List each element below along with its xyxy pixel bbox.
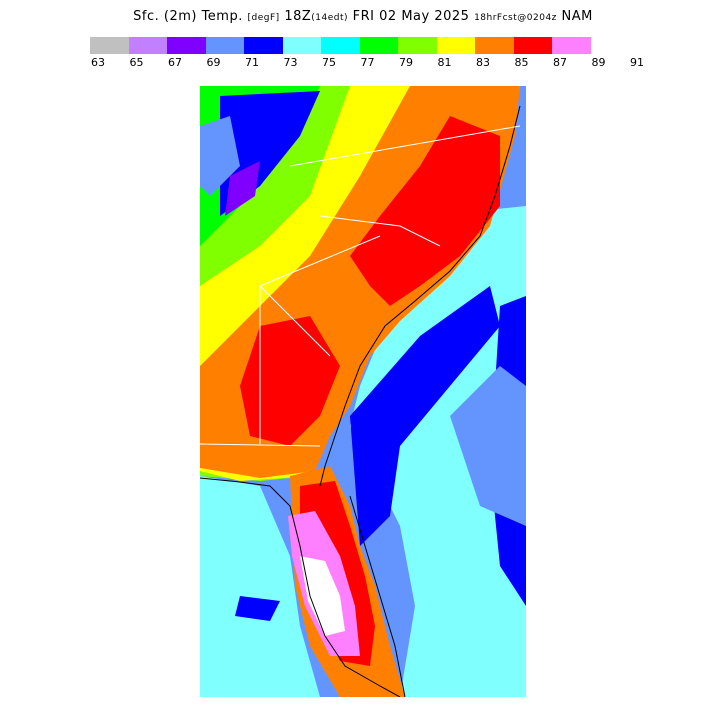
legend-swatch (244, 37, 283, 54)
ocean-cool-gulfstream (350, 286, 500, 546)
map-canvas (200, 86, 526, 697)
legend-swatch (282, 37, 321, 54)
legend-tick-label: 77 (360, 56, 375, 69)
color-legend (90, 37, 591, 54)
gulf-cool-patch (235, 596, 280, 621)
land-cold-west (200, 116, 240, 196)
land-coldest-patch (225, 161, 260, 216)
coastlines (200, 105, 521, 697)
legend-tick-label: 75 (322, 56, 336, 69)
legend-tick-label: 71 (245, 56, 259, 69)
legend-tick-label: 67 (168, 56, 182, 69)
legend-swatch (359, 37, 398, 54)
legend-swatch (321, 37, 360, 54)
land-hot-carolinas (350, 116, 500, 306)
title-model: NAM (561, 9, 593, 24)
florida-max (300, 556, 345, 636)
legend-swatch (128, 37, 167, 54)
legend-swatch (475, 37, 514, 54)
title-local: (14edt) (311, 13, 349, 23)
title-fcst: 18hrFcst@0204z (474, 13, 557, 23)
state-borders (200, 125, 521, 447)
legend-tick-label: 91 (630, 56, 644, 69)
temperature-map (200, 86, 526, 697)
legend-tick-label: 83 (476, 56, 490, 69)
legend-tick-label: 65 (129, 56, 144, 69)
ocean-mid-patch (450, 366, 526, 526)
title-main: Sfc. (2m) Temp. (133, 9, 243, 24)
title-units: [degF] (247, 13, 280, 23)
legend-tick-label: 89 (591, 56, 606, 69)
legend-swatch (513, 37, 552, 54)
legend-swatch (205, 37, 244, 54)
legend-tick-label: 69 (206, 56, 221, 69)
legend-tick-label: 73 (283, 56, 298, 69)
legend-swatch (167, 37, 206, 54)
title-valid: 18Z (284, 9, 312, 24)
color-legend-ticks: 63 65 67 69 71 73 75 77 79 81 83 85 87 89 91 (0, 56, 726, 70)
legend-tick-label: 63 (91, 56, 105, 69)
gulf-water (200, 476, 320, 697)
legend-tick-label: 87 (553, 56, 567, 69)
title-date: FRI 02 May 2025 (352, 9, 470, 24)
land-hot-georgia (240, 316, 340, 446)
legend-swatch (436, 37, 475, 54)
legend-tick-label: 85 (514, 56, 529, 69)
legend-tick-label: 79 (399, 56, 413, 69)
legend-swatch (90, 37, 129, 54)
legend-tick-label: 81 (437, 56, 452, 69)
chart-title: Sfc. (2m) Temp. [degF] 18Z(14edt) FRI 02… (0, 9, 726, 24)
legend-swatch (398, 37, 437, 54)
legend-swatch (552, 37, 591, 54)
